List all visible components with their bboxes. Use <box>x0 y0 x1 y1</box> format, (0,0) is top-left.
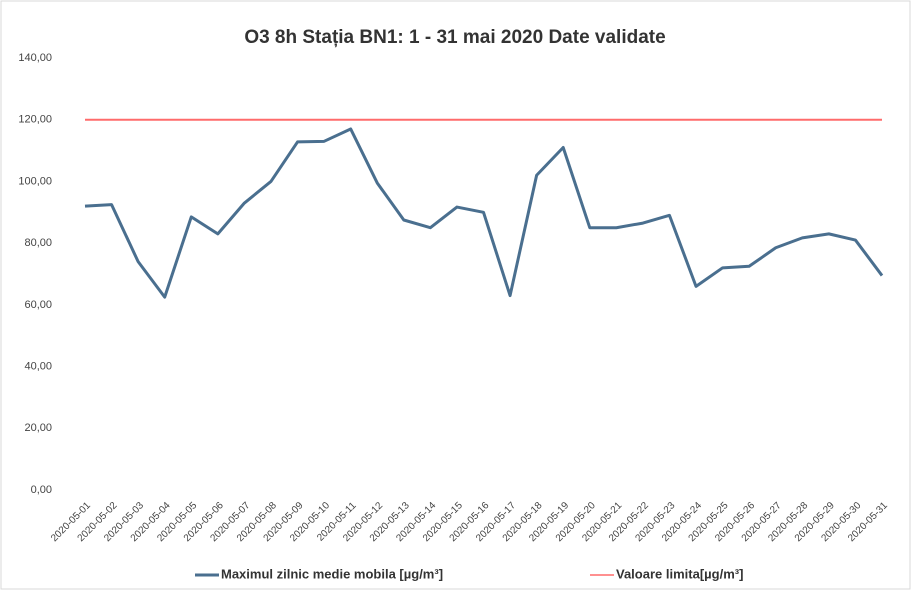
y-tick-label: 0,00 <box>31 484 52 496</box>
chart-title: O3 8h Stația BN1: 1 - 31 mai 2020 Date v… <box>244 27 665 48</box>
legend-label: Valoare limita[µg/m³] <box>616 566 743 581</box>
y-tick-label: 140,00 <box>18 52 52 64</box>
y-tick-label: 20,00 <box>24 422 52 434</box>
y-tick-label: 80,00 <box>24 237 52 249</box>
series-line <box>84 127 884 299</box>
y-tick-label: 100,00 <box>18 175 52 187</box>
legend-label: Maximul zilnic medie mobila [µg/m³] <box>221 566 443 581</box>
y-tick-label: 120,00 <box>18 114 52 126</box>
y-tick-label: 40,00 <box>24 360 52 372</box>
y-tick-label: 60,00 <box>24 299 52 311</box>
